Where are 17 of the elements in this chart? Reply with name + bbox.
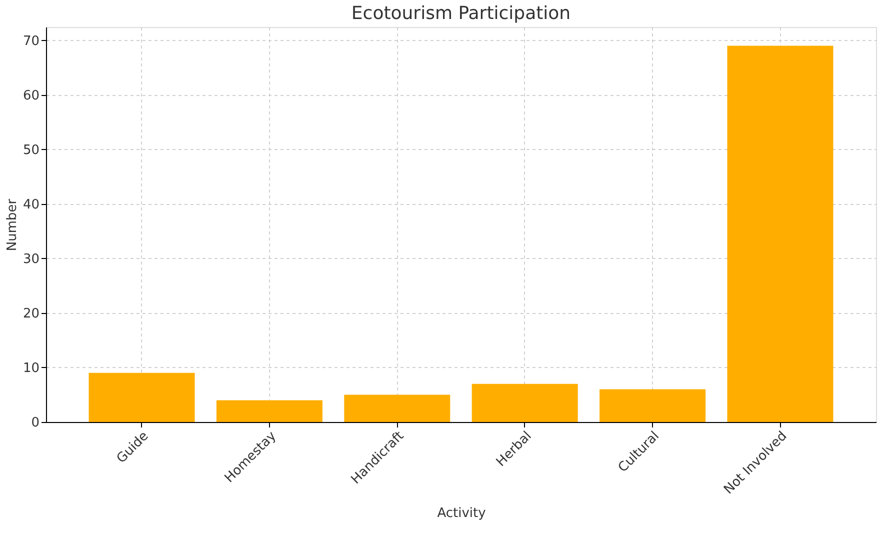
- y-tick-label: 0: [31, 416, 40, 430]
- y-tick-label: 50: [22, 142, 40, 158]
- y-tick-label: 40: [22, 197, 40, 212]
- bar: [600, 389, 706, 422]
- bar: [472, 384, 578, 422]
- bar: [88, 372, 195, 422]
- x-axis-title: Activity: [437, 506, 486, 521]
- bar: [727, 46, 834, 422]
- y-tick-label: 30: [22, 252, 40, 267]
- y-tick-label: 60: [22, 88, 40, 104]
- bar: [216, 400, 322, 422]
- y-axis-title: Number: [4, 198, 20, 252]
- bar: [344, 394, 450, 422]
- y-tick-label: 20: [22, 306, 40, 322]
- chart-title: Ecotourism Participation: [351, 3, 571, 24]
- y-tick-label: 70: [22, 34, 40, 49]
- y-tick-label: 10: [22, 360, 40, 376]
